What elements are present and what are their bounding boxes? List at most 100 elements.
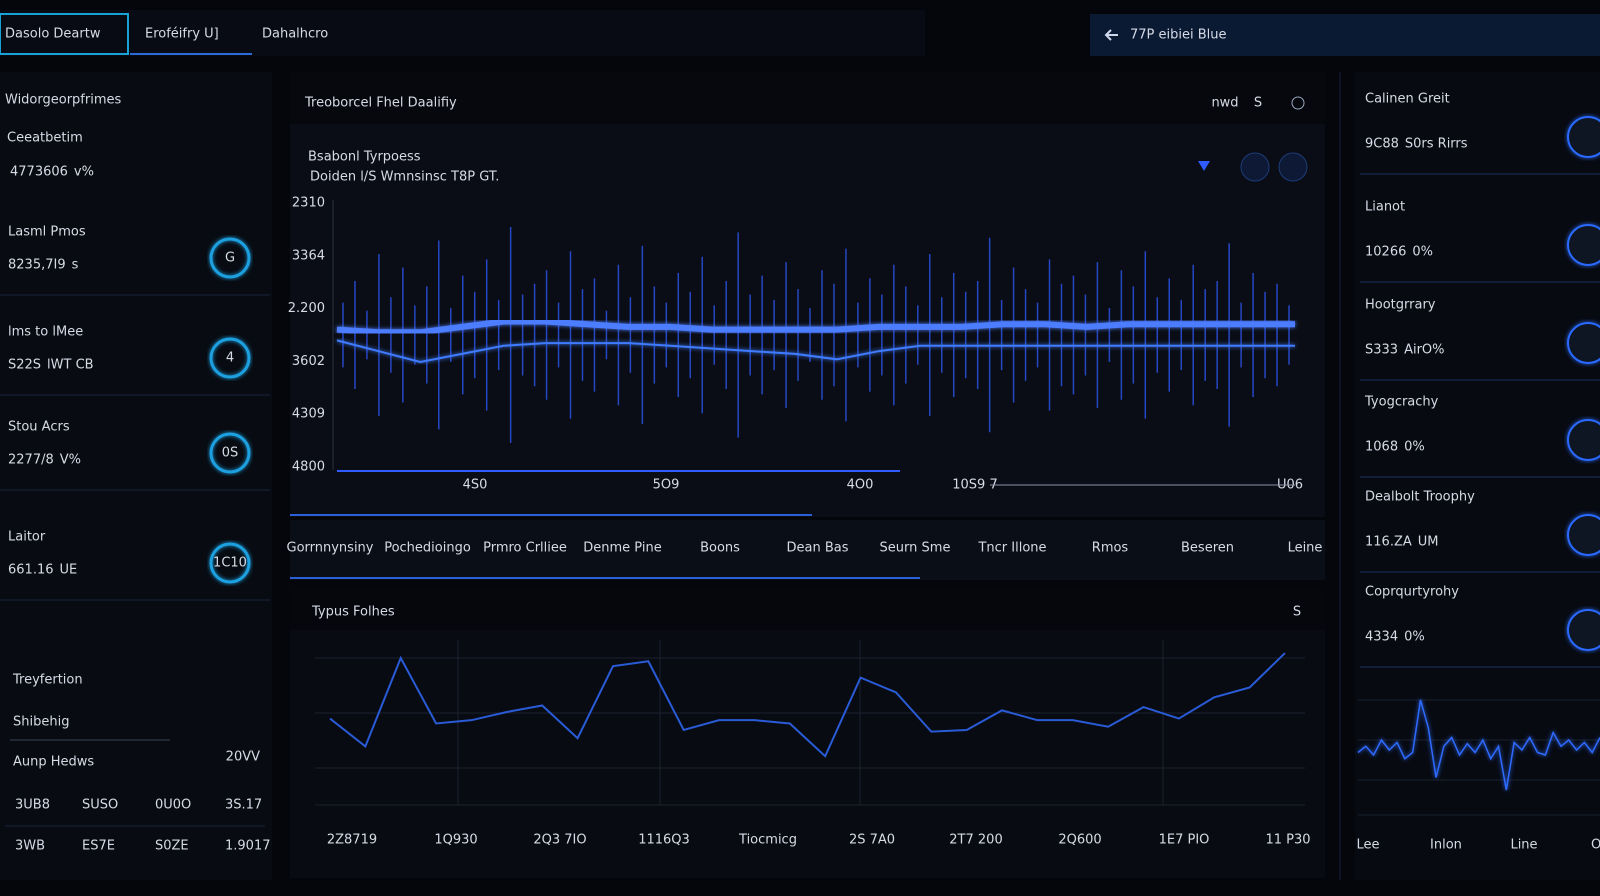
table-cell: 1.9017	[225, 839, 271, 854]
x-tick-label: 5O9	[653, 478, 680, 493]
nav-tab[interactable]: Dahalhcro	[262, 27, 328, 42]
control[interactable]: nwd	[1211, 96, 1238, 111]
chart-tab[interactable]: Boons	[700, 541, 740, 556]
x-tick-label: 4O0	[847, 478, 874, 493]
search-bar[interactable]	[1090, 14, 1600, 56]
chart-tab[interactable]: Denme Pine	[583, 541, 661, 556]
chart-tab[interactable]: Seurn Sme	[880, 541, 951, 556]
bottom-header	[290, 590, 1325, 630]
x-tick-label: 1E7 PIO	[1159, 833, 1210, 848]
x-tick-label: Line	[1510, 838, 1537, 853]
chart-tab[interactable]: Beseren	[1181, 541, 1234, 556]
gauge	[209, 237, 251, 279]
chart-title: Bsabonl Tyrpoess	[308, 150, 421, 165]
control[interactable]: S	[1293, 605, 1301, 620]
card-value: 4334	[1365, 630, 1398, 645]
gauge-label: G	[225, 251, 235, 266]
card-unit: lWT CB	[47, 358, 94, 373]
chart-tab[interactable]: Rmos	[1092, 541, 1129, 556]
card-icon[interactable]	[1567, 116, 1600, 158]
table-cell: 3S.17	[225, 798, 262, 813]
left-panel	[0, 72, 272, 880]
card-value: 8235,7I9	[8, 258, 66, 273]
table-cell: S0ZE	[155, 839, 189, 854]
card-label: Stou Acrs	[8, 420, 70, 435]
x-tick-label: 2Q600	[1058, 833, 1101, 848]
card-value: 10266	[1365, 245, 1406, 260]
y-tick-label: 2.200	[288, 301, 325, 316]
chart-button[interactable]	[1278, 152, 1308, 182]
gauge-label: 0S	[222, 446, 239, 461]
chart-tab[interactable]: Prmro Crlliee	[483, 541, 567, 556]
panel-title: Treoborcel Fhel Daalifiy	[304, 96, 457, 111]
card-icon[interactable]	[1567, 609, 1600, 651]
x-tick-label: 2T7 200	[949, 833, 1002, 848]
back-icon[interactable]	[1104, 29, 1118, 41]
card-unit: 0%	[1404, 440, 1425, 455]
chart-tab[interactable]: Leine	[1288, 541, 1323, 556]
x-tick-label: Tiocmicg	[738, 833, 797, 848]
x-tick-label: 4S0	[463, 478, 488, 493]
card-label: Dealbolt Troophy	[1365, 490, 1475, 505]
gauge-label: 4	[226, 351, 234, 366]
line	[329, 652, 1286, 758]
table-cell: 3UB8	[15, 798, 50, 813]
nav-tab[interactable]: Dasolo Deartw	[5, 27, 101, 42]
card-label: lms to lMee	[8, 325, 83, 340]
chart-subtitle: Doiden l/S Wmnsinsc T8P GT.	[310, 170, 499, 185]
line	[1357, 699, 1600, 791]
card-value: 1068	[1365, 440, 1398, 455]
y-tick-label: 4800	[292, 460, 325, 475]
gauge	[209, 542, 251, 584]
active-tab[interactable]	[0, 13, 129, 55]
stat-unit: v%	[74, 165, 94, 180]
card-label: Hootgrrary	[1365, 298, 1436, 313]
card-value: S22S	[8, 358, 41, 373]
panel-title: Widorgeorpfrimes	[5, 93, 121, 108]
y-tick-label: 4309	[292, 407, 325, 422]
chart-tab[interactable]: Pochedioingo	[384, 541, 471, 556]
control[interactable]: S	[1254, 96, 1262, 111]
chart-button[interactable]	[1240, 152, 1270, 182]
section-badge: 20VV	[226, 750, 260, 765]
card-icon[interactable]	[1567, 224, 1600, 266]
right-panel	[1355, 72, 1600, 880]
section-item: Treyfertion	[12, 673, 83, 688]
icon-button[interactable]	[1291, 96, 1305, 110]
table-cell: 0U0O	[155, 798, 191, 813]
card-icon[interactable]	[1567, 514, 1600, 556]
chart-tab[interactable]: Gorrnnynsiny	[287, 541, 374, 556]
nav-bar	[0, 10, 925, 56]
subtitle: Ceeatbetim	[7, 131, 83, 146]
x-tick-label: 2Q3 7IO	[533, 833, 586, 848]
search-text: 77P eibiei Blue	[1130, 28, 1227, 43]
y-tick-label: 3364	[292, 248, 325, 263]
y-tick-label: 2310	[292, 196, 325, 211]
nav-tab[interactable]: Eroféifry U]	[145, 27, 219, 42]
card-unit: S0rs Rirrs	[1405, 137, 1468, 152]
card-icon[interactable]	[1567, 322, 1600, 364]
section-item: Aunp Hedws	[13, 755, 94, 770]
card-value: S333	[1365, 343, 1398, 358]
x-tick-label: Inlon	[1430, 838, 1462, 853]
panel-title: Typus Folhes	[311, 605, 395, 620]
x-tick-label: 2Z8719	[327, 833, 377, 848]
card-unit: 0%	[1412, 245, 1433, 260]
card-unit: UE	[60, 563, 78, 578]
card-unit: V%	[60, 453, 81, 468]
card-value: 116.ZA	[1365, 535, 1412, 550]
card-value: 2277/8	[8, 453, 54, 468]
x-tick-label: 11 P30	[1265, 833, 1310, 848]
dropdown[interactable]	[1198, 161, 1210, 171]
table-cell: SUSO	[82, 798, 118, 813]
trend-line	[336, 339, 1295, 364]
card-unit: s	[72, 258, 79, 273]
table-cell: ES7E	[82, 839, 115, 854]
x-tick-label: 1Q930	[434, 833, 477, 848]
chart-tab[interactable]: Dean Bas	[786, 541, 848, 556]
main-header	[290, 72, 1325, 124]
chart-tab[interactable]: Tncr Illone	[977, 541, 1046, 556]
card-icon[interactable]	[1567, 419, 1600, 461]
